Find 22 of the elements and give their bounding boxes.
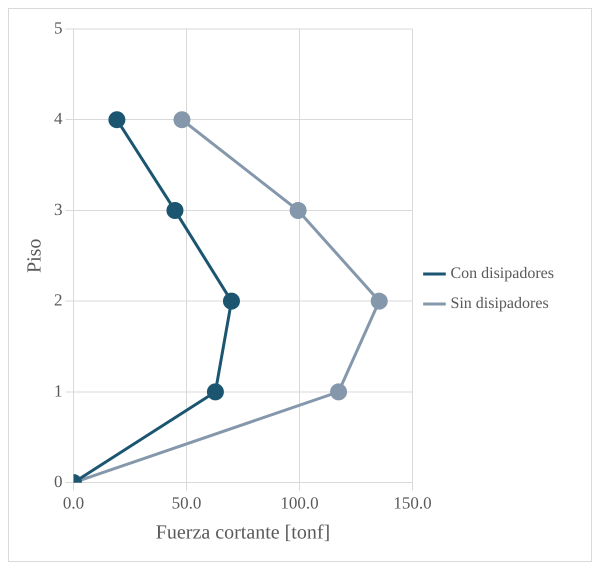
y-tick-label: 2 — [54, 290, 62, 310]
point — [166, 202, 184, 219]
point — [173, 111, 190, 128]
point — [330, 383, 348, 400]
legend-label: Sin disipadores — [450, 295, 549, 312]
legend-label: Con disipadores — [450, 265, 554, 282]
point — [206, 383, 224, 400]
point — [108, 111, 126, 128]
point — [370, 292, 388, 310]
x-tick-label: 50.0 — [172, 493, 202, 512]
y-tick-label: 5 — [54, 18, 62, 38]
y-tick-label: 4 — [54, 109, 63, 128]
point — [290, 202, 307, 219]
x-tick-label: 100.0 — [280, 493, 319, 512]
y-axis-title: Piso — [23, 238, 46, 274]
y-tick-label: 0 — [54, 472, 62, 492]
y-tick-label: 1 — [54, 381, 62, 400]
x-axis-title: Fuerza cortante [tonf] — [156, 521, 330, 544]
y-tick-label: 3 — [54, 200, 62, 219]
x-tick-label: 0.0 — [62, 493, 84, 512]
x-tick-label: 150.0 — [393, 493, 432, 512]
point — [222, 292, 240, 310]
